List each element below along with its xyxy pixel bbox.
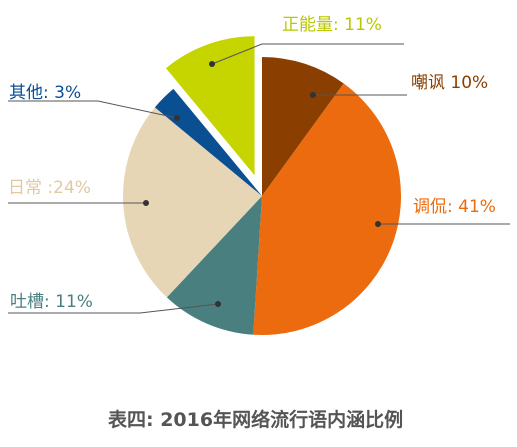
slice-label-tiaokan: 调侃: 41% <box>413 197 496 217</box>
slice-label-zhengnengliang: 正能量: 11% <box>282 15 382 35</box>
pie-slice-zhengnengliang <box>165 36 255 176</box>
slice-label-tucao: 吐槽: 11% <box>10 292 93 312</box>
leader-dot-tiaokan <box>375 221 381 227</box>
leader-dot-chaofeng <box>310 92 316 98</box>
leader-dot-zhengnengliang <box>209 61 215 67</box>
pie-slice-richang <box>122 107 262 298</box>
slice-label-qita: 其他: 3% <box>9 83 81 103</box>
chart-caption: 表四: 2016年网络流行语内涵比例 <box>108 408 403 431</box>
leader-dot-richang <box>143 200 149 206</box>
slice-label-chaofeng: 嘲讽 10% <box>411 73 488 93</box>
pie-slice-tiaokan <box>253 83 402 335</box>
leader-dot-qita <box>174 115 180 121</box>
pie-slices <box>122 36 402 335</box>
leader-line-qita <box>8 100 178 119</box>
leader-dot-tucao <box>215 301 221 307</box>
leader-line-zhengnengliang <box>211 43 404 65</box>
leader-line-tucao <box>8 303 219 314</box>
slice-labels: 嘲讽 10% 调侃: 41% 吐槽: 11% 日常 :24% 其他: 3% 正能… <box>8 15 496 312</box>
pie-slice-chaofeng <box>262 57 344 196</box>
pie-slice-qita <box>154 88 262 196</box>
pie-slice-tucao <box>166 196 262 335</box>
slice-label-richang: 日常 :24% <box>8 178 91 198</box>
leader-lines <box>8 43 510 314</box>
